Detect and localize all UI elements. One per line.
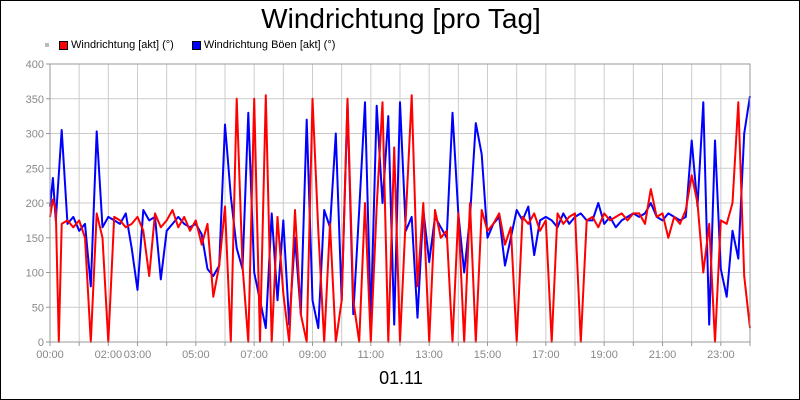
series-line-wind-direction <box>49 94 751 343</box>
legend-swatch-red <box>59 40 68 50</box>
legend: Windrichtung [akt] (°) Windrichtung Böen… <box>45 39 353 51</box>
x-tick-label: 02:00 <box>95 349 123 361</box>
y-tick-label: 0 <box>38 337 44 349</box>
x-tick-label: 00:00 <box>36 349 64 361</box>
y-tick-label: 200 <box>26 198 44 210</box>
x-tick-label: 19:00 <box>590 349 618 361</box>
x-tick-label: 03:00 <box>124 349 152 361</box>
x-tick-label: 21:00 <box>649 349 677 361</box>
x-tick-label: 17:00 <box>532 349 560 361</box>
legend-item-wind-direction: Windrichtung [akt] (°) <box>59 39 174 51</box>
y-tick-label: 350 <box>26 94 44 106</box>
y-tick-label: 50 <box>32 302 44 314</box>
y-tick-label: 400 <box>26 59 44 71</box>
y-tick-label: 150 <box>26 233 44 245</box>
x-tick-label: 23:00 <box>707 349 735 361</box>
x-axis-label: 01.11 <box>379 368 423 388</box>
legend-swatch-blue <box>191 40 201 50</box>
x-tick-label: 11:00 <box>357 349 384 361</box>
x-tick-label: 07:00 <box>240 349 268 361</box>
y-tick-label: 300 <box>26 129 44 141</box>
y-tick-label: 250 <box>26 163 44 175</box>
legend-label-wind-direction: Windrichtung [akt] (°) <box>71 39 174 51</box>
chart-title: Windrichtung [pro Tag] <box>261 3 541 34</box>
legend-handle-icon <box>45 43 49 47</box>
legend-item-gust-direction: Windrichtung Böen [akt] (°) <box>191 39 336 51</box>
x-tick-label: 13:00 <box>415 349 443 361</box>
legend-label-gust-direction: Windrichtung Böen [akt] (°) <box>203 39 336 51</box>
plot-border <box>49 63 751 343</box>
x-tick-label: 09:00 <box>299 349 327 361</box>
x-tick-label: 05:00 <box>182 349 210 361</box>
y-tick-label: 100 <box>26 268 44 280</box>
x-tick-label: 15:00 <box>474 349 502 361</box>
